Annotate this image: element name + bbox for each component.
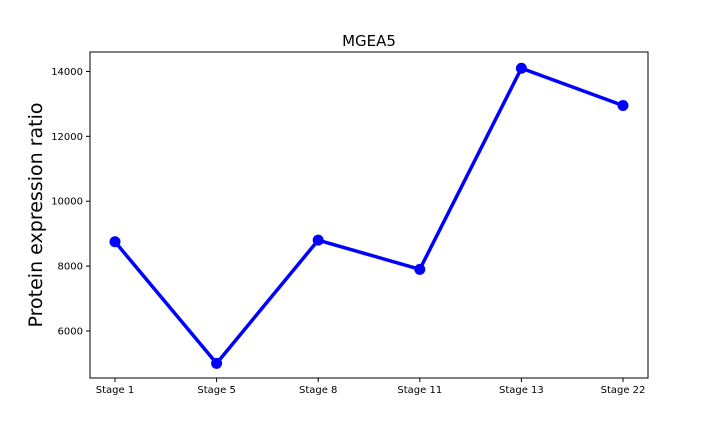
y-tick-label: 10000: [51, 197, 83, 208]
chart-title: MGEA5: [342, 32, 396, 50]
series-layer: [109, 62, 629, 369]
x-tick-label: Stage 13: [499, 385, 544, 396]
y-tick-label: 12000: [51, 132, 83, 143]
data-point: [617, 100, 629, 112]
y-tick-label: 8000: [58, 262, 83, 273]
data-point: [109, 236, 121, 248]
y-tick-label: 6000: [58, 326, 83, 337]
y-axis: 6000 8000 10000 12000 14000: [51, 67, 90, 337]
data-point: [515, 62, 527, 74]
series-line: [113, 66, 625, 366]
x-axis: Stage 1 Stage 5 Stage 8 Stage 11 Stage 13 Sta…: [96, 378, 646, 396]
plot-frame: [89, 51, 649, 379]
data-point: [414, 263, 426, 275]
data-point: [312, 234, 324, 246]
x-tick-label: Stage 1: [96, 385, 134, 396]
x-tick-label: Stage 5: [197, 385, 235, 396]
y-tick-label: 14000: [51, 67, 83, 78]
x-tick-label: Stage 11: [397, 385, 442, 396]
x-tick-label: Stage 22: [601, 385, 646, 396]
y-axis-label: Protein expression ratio: [25, 103, 47, 328]
x-tick-label: Stage 8: [299, 385, 337, 396]
data-point: [211, 357, 223, 369]
